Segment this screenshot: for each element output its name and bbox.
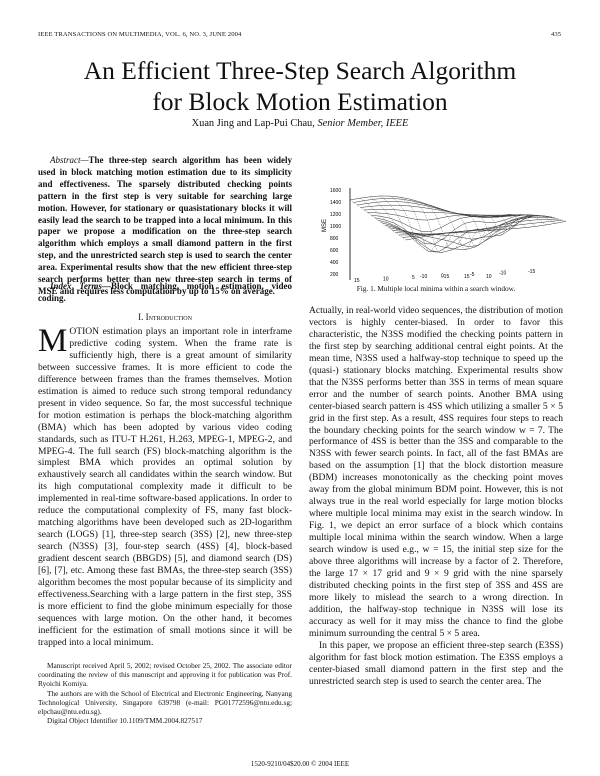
abstract: Abstract—The three-step search algorithm… bbox=[38, 155, 292, 298]
index-terms: Index Terms—Block matching, motion estim… bbox=[38, 281, 292, 305]
z-tick-label: 600 bbox=[330, 248, 339, 254]
running-header: IEEE TRANSACTIONS ON MULTIMEDIA, VOL. 6,… bbox=[38, 31, 242, 38]
x-tick-label: -10 bbox=[499, 271, 506, 277]
x-tick-label: -5 bbox=[470, 272, 475, 278]
x-tick-label: 10 bbox=[383, 277, 389, 283]
mesh-line bbox=[429, 204, 487, 250]
z-axis-label: MSE bbox=[322, 219, 328, 232]
paragraph-background: Actually, in real-world video sequences,… bbox=[309, 305, 563, 639]
author-line: Xuan Jing and Lap-Pui Chau, Senior Membe… bbox=[0, 118, 600, 129]
z-tick-label: 1000 bbox=[330, 224, 341, 230]
copyright-footer: 1520-9210/04$20.00 © 2004 IEEE bbox=[250, 760, 350, 768]
mesh-line bbox=[399, 196, 457, 252]
index-terms-label: Index Terms— bbox=[50, 281, 111, 291]
y-tick-label: 10 bbox=[486, 274, 492, 280]
mesh-line bbox=[353, 198, 514, 218]
figure-error-surface: 1600 1400 1200 1000 800 600 400 200 15 10 5 0 -5 -10 -… bbox=[322, 188, 567, 284]
y-tick-label: -15 bbox=[442, 274, 449, 280]
paper-title: An Efficient Three-Step Search Algorithm… bbox=[0, 55, 600, 117]
mesh-line bbox=[469, 214, 527, 236]
z-tick-label: 1200 bbox=[330, 212, 341, 218]
x-tick-label: 0 bbox=[441, 274, 444, 280]
mesh-line bbox=[402, 219, 563, 238]
section-heading: I. Introduction bbox=[138, 312, 192, 322]
x-tick-label: 15 bbox=[354, 278, 360, 284]
abstract-label: Abstract— bbox=[50, 155, 89, 165]
abstract-text: The three-step search algorithm has been… bbox=[38, 155, 292, 296]
footnote-manuscript: Manuscript received April 5, 2002; revis… bbox=[38, 661, 292, 689]
footnotes: Manuscript received April 5, 2002; revis… bbox=[38, 661, 292, 725]
mesh-line bbox=[459, 214, 517, 237]
title-line-2: for Block Motion Estimation bbox=[152, 87, 448, 116]
mesh-line bbox=[391, 215, 553, 240]
intro-paragraph: M OTION estimation plays an important rol… bbox=[38, 323, 292, 649]
z-tick-label: 1600 bbox=[330, 188, 341, 194]
footnote-doi: Digital Object Identifier 10.1109/TMM.20… bbox=[47, 716, 203, 726]
mesh-line bbox=[449, 211, 507, 242]
intro-text: OTION estimation plays an important role… bbox=[38, 326, 292, 648]
surface-mesh bbox=[349, 195, 567, 253]
x-tick-label: 5 bbox=[412, 275, 415, 281]
z-tick-label: 800 bbox=[330, 236, 339, 242]
mesh-line bbox=[419, 201, 477, 251]
z-tick-label: 1400 bbox=[330, 200, 341, 206]
author-membership: Senior Member, IEEE bbox=[317, 118, 409, 129]
mesh-line bbox=[349, 199, 407, 241]
x-tick-label: -15 bbox=[528, 269, 535, 275]
y-tick-label: -10 bbox=[420, 274, 427, 280]
z-tick-label: 400 bbox=[330, 260, 339, 266]
mesh-line bbox=[379, 195, 437, 237]
authors: Xuan Jing and Lap-Pui Chau, bbox=[191, 118, 315, 129]
mesh-line bbox=[439, 208, 497, 248]
y-tick-label: 15 bbox=[464, 274, 470, 280]
page-number: 435 bbox=[551, 31, 562, 38]
mesh-line bbox=[479, 214, 537, 229]
title-line-1: An Efficient Three-Step Search Algorithm bbox=[83, 56, 517, 85]
index-terms-text: Block matching, motion estimation, video… bbox=[38, 281, 292, 303]
mesh-line bbox=[509, 214, 567, 222]
drop-cap: M bbox=[38, 323, 68, 359]
paragraph-proposal: In this paper, we propose an efficient t… bbox=[309, 639, 563, 687]
mesh-line bbox=[499, 214, 557, 224]
mesh-line bbox=[389, 195, 447, 245]
mesh-line bbox=[377, 215, 539, 253]
mesh-line bbox=[409, 198, 467, 253]
z-tick-label: 200 bbox=[330, 272, 339, 278]
mesh-line bbox=[369, 196, 427, 237]
footnote-affiliation: The authors are with the School of Elect… bbox=[38, 688, 292, 717]
right-column: Actually, in real-world video sequences,… bbox=[309, 305, 563, 688]
figure-caption: Fig. 1. Multiple local minima within a s… bbox=[356, 284, 516, 293]
